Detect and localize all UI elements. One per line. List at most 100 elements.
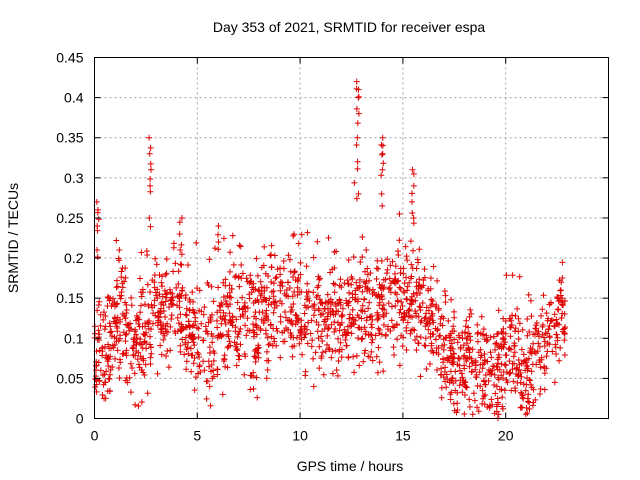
data-point bbox=[270, 325, 277, 332]
data-point bbox=[208, 311, 215, 318]
data-point bbox=[430, 319, 437, 326]
data-point bbox=[327, 269, 334, 276]
data-point bbox=[178, 214, 185, 221]
data-point bbox=[158, 308, 165, 315]
data-point bbox=[498, 328, 505, 335]
data-point bbox=[162, 325, 169, 332]
data-point bbox=[477, 361, 484, 368]
data-point bbox=[236, 242, 243, 249]
data-point bbox=[167, 347, 174, 354]
data-point bbox=[509, 312, 516, 319]
data-point bbox=[355, 94, 362, 101]
data-point bbox=[477, 354, 484, 361]
data-point bbox=[379, 202, 386, 209]
data-point bbox=[267, 252, 274, 259]
data-point bbox=[459, 374, 466, 381]
data-point bbox=[369, 357, 376, 364]
data-point bbox=[330, 280, 337, 287]
data-point bbox=[346, 323, 353, 330]
data-point bbox=[308, 343, 315, 350]
data-point bbox=[104, 293, 111, 300]
data-point bbox=[325, 234, 332, 241]
data-point bbox=[234, 346, 241, 353]
data-point bbox=[176, 230, 183, 237]
data-point bbox=[183, 324, 190, 331]
data-point bbox=[457, 367, 464, 374]
data-point bbox=[525, 365, 532, 372]
data-point bbox=[359, 253, 366, 260]
data-point bbox=[481, 356, 488, 363]
data-point bbox=[406, 279, 413, 286]
data-point bbox=[244, 315, 251, 322]
data-point bbox=[142, 320, 149, 327]
data-point bbox=[113, 284, 120, 291]
data-point bbox=[270, 335, 277, 342]
data-point bbox=[442, 299, 449, 306]
data-point bbox=[526, 376, 533, 383]
data-point bbox=[399, 302, 406, 309]
data-point bbox=[227, 301, 233, 308]
data-point bbox=[94, 307, 101, 314]
data-point bbox=[113, 237, 120, 244]
data-point bbox=[437, 332, 444, 339]
data-point bbox=[105, 294, 112, 301]
data-point bbox=[277, 282, 284, 289]
data-point bbox=[410, 290, 417, 297]
data-point bbox=[376, 330, 383, 337]
data-point bbox=[486, 367, 492, 374]
data-point bbox=[524, 332, 531, 339]
data-point bbox=[135, 349, 142, 356]
data-point bbox=[362, 347, 369, 354]
data-point bbox=[252, 358, 259, 365]
data-point bbox=[339, 305, 346, 312]
data-point bbox=[144, 390, 151, 397]
data-point bbox=[446, 344, 453, 351]
data-point bbox=[181, 351, 188, 358]
data-point bbox=[493, 383, 500, 390]
data-point bbox=[525, 355, 532, 362]
data-point bbox=[288, 304, 295, 311]
data-point bbox=[516, 273, 523, 280]
data-point bbox=[195, 334, 202, 341]
data-point bbox=[394, 336, 401, 343]
data-point bbox=[331, 264, 338, 271]
data-point bbox=[214, 231, 221, 238]
data-point bbox=[298, 288, 305, 295]
data-point bbox=[226, 268, 233, 275]
data-point bbox=[158, 279, 165, 286]
data-point bbox=[501, 387, 508, 394]
data-point bbox=[496, 366, 503, 373]
data-point bbox=[357, 259, 364, 266]
data-point bbox=[154, 370, 161, 377]
data-point bbox=[443, 334, 450, 341]
data-point bbox=[392, 263, 399, 270]
data-point bbox=[417, 373, 424, 380]
data-point bbox=[241, 371, 248, 378]
data-point bbox=[374, 369, 381, 376]
data-point bbox=[190, 339, 197, 346]
data-point bbox=[128, 294, 135, 301]
data-point bbox=[227, 249, 234, 256]
data-point bbox=[520, 351, 527, 358]
data-point bbox=[541, 370, 548, 377]
data-point bbox=[324, 315, 331, 322]
data-point bbox=[105, 341, 112, 348]
data-point bbox=[442, 378, 449, 385]
data-point bbox=[495, 411, 502, 418]
data-point bbox=[263, 312, 270, 319]
data-point bbox=[381, 306, 388, 313]
data-point bbox=[529, 361, 536, 368]
data-point bbox=[328, 354, 335, 361]
data-point bbox=[277, 313, 284, 320]
data-point bbox=[157, 342, 164, 349]
data-point bbox=[182, 291, 189, 298]
data-point bbox=[301, 323, 308, 330]
data-point bbox=[375, 344, 382, 351]
data-point bbox=[164, 348, 171, 355]
data-point bbox=[119, 350, 126, 357]
data-point bbox=[227, 319, 234, 326]
data-point bbox=[310, 383, 317, 390]
data-point bbox=[560, 326, 567, 333]
data-point bbox=[151, 279, 158, 286]
data-point bbox=[512, 385, 519, 392]
